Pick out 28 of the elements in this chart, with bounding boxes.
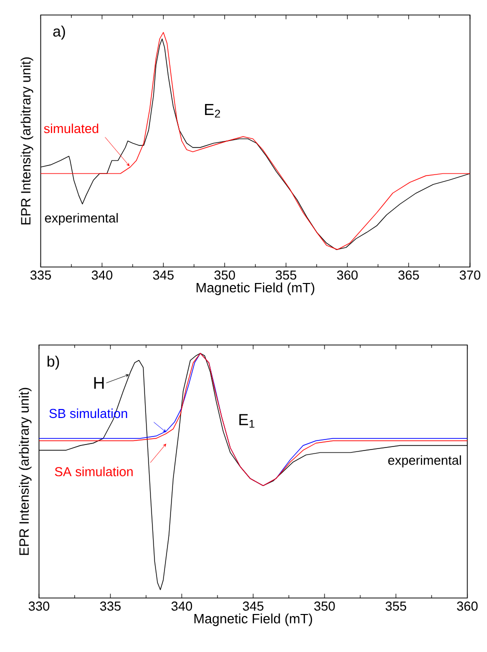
- annotation: E$_{2}$: [205, 104, 220, 118]
- x-tick-label: 370: [460, 270, 480, 280]
- x-tick-label: 340: [92, 270, 112, 280]
- x-tick-label: 345: [153, 270, 174, 280]
- x-tick-label: 355: [276, 270, 296, 280]
- x-axis-title: Magnetic Field (mT): [196, 282, 314, 296]
- annotation: b): [48, 356, 59, 370]
- x-tick-label: 360: [337, 270, 358, 280]
- y-axis-title: EPR Intensity (arbitrary unit): [20, 57, 34, 224]
- x-tick-label: 365: [398, 270, 419, 280]
- x-tick-label: 345: [242, 602, 264, 611]
- text: SA simulation: [54, 466, 133, 476]
- text: simulated: [44, 124, 98, 134]
- annotation: E$_{1}$: [239, 414, 254, 428]
- x-tick-label: 335: [30, 270, 51, 280]
- x-tick-label: 330: [28, 602, 50, 611]
- y-axis-title: EPR Intensity (arbitrary unit): [18, 388, 32, 555]
- x-tick-label: 360: [457, 602, 478, 611]
- annotation: a): [53, 26, 65, 40]
- x-tick-label: 340: [171, 602, 192, 611]
- x-axis-title: Magnetic Field (mT): [194, 614, 312, 626]
- series-label: experimental: [388, 455, 461, 468]
- x-tick-label: 350: [214, 270, 235, 280]
- annotation: H: [94, 377, 104, 389]
- x-tick-label: 335: [100, 602, 121, 611]
- x-tick-label: 355: [386, 602, 406, 611]
- series-label: experimental: [45, 213, 118, 226]
- x-tick-label: 350: [314, 602, 335, 611]
